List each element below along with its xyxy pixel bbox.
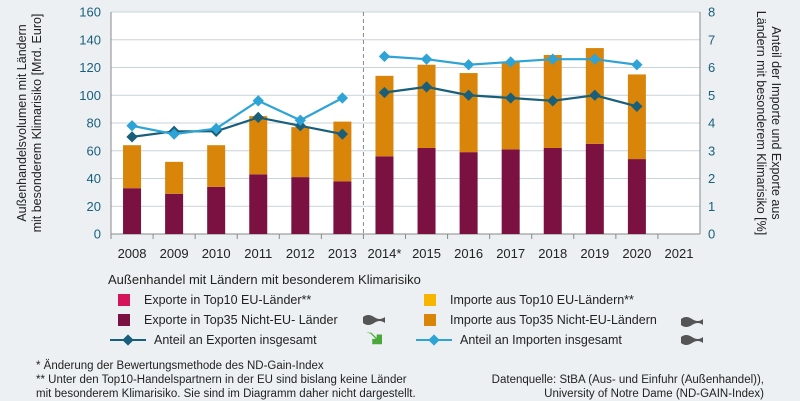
bar-exports-2018	[543, 147, 562, 234]
trend-arrow-down-right-icon	[366, 332, 382, 345]
y-axis-left-label-line1: Außenhandelsvolumen mit Ländern	[15, 24, 29, 222]
bar-exports-2012	[291, 177, 310, 234]
bar-exports-2010	[207, 186, 226, 234]
legend-swatch-imports-eu	[424, 294, 436, 306]
point-import-share-2019	[589, 53, 601, 65]
y-right-tick-label: 1	[708, 199, 715, 214]
legend-swatch-exports-noneu	[118, 314, 130, 326]
x-tick-label: 2010	[202, 246, 231, 261]
legend-item-imports-eu: Importe aus Top10 EU-Ländern**	[424, 292, 634, 308]
y-right-tick-label: 8	[708, 5, 715, 20]
legend-item-export-share: Anteil an Exporten insgesamt	[110, 332, 317, 348]
legend-swatch-exports-eu	[118, 294, 130, 306]
y-right-tick-label: 7	[708, 32, 715, 47]
bar-exports-2014*	[375, 156, 394, 234]
legend-label-imports-noneu: Importe aus Top35 Nicht-EU-Ländern	[450, 313, 657, 327]
x-tick-label: 2009	[160, 246, 189, 261]
y-left-tick-label: 60	[87, 143, 101, 158]
legend-title: Außenhandel mit Ländern mit besonderem K…	[108, 272, 421, 287]
trend-neutral-icon	[681, 317, 703, 327]
point-import-share-2014*	[378, 50, 391, 63]
x-tick-label: 2012	[286, 246, 315, 261]
y-left-tick-label: 20	[87, 199, 101, 214]
y-axis-right-label-line1: Anteil der Importe und Exporte aus	[769, 26, 783, 220]
y-axis-left-label: Außenhandelsvolumen mit Ländern mit beso…	[6, 8, 54, 238]
legend-label-imports-eu: Importe aus Top10 EU-Ländern**	[450, 293, 634, 307]
bar-imports-2016	[459, 73, 478, 153]
y-axis-right-label-line2: Ländern mit besonderem Klimarisiko [%]	[754, 10, 768, 236]
bar-imports-2011	[249, 116, 268, 175]
x-tick-label: 2014*	[367, 246, 401, 261]
x-tick-label: 2011	[244, 246, 272, 261]
y-right-tick-label: 4	[708, 116, 715, 131]
x-tick-label: 2016	[454, 246, 483, 261]
x-tick-label: 2008	[118, 246, 147, 261]
x-tick-label: 2021	[665, 246, 694, 261]
source-line-1: Datenquelle: StBA (Aus- und Einfuhr (Auß…	[491, 374, 764, 386]
point-import-share-2018	[547, 53, 559, 65]
legend-item-import-share: Anteil an Importen insgesamt	[416, 332, 622, 348]
trend-neutral-icon	[681, 335, 703, 345]
legend-item-imports-noneu: Importe aus Top35 Nicht-EU-Ländern	[424, 312, 657, 328]
y-axis-left-label-line2: mit besonderem Klimarisiko [Mrd. Euro]	[30, 13, 44, 233]
bar-imports-2017	[501, 61, 520, 150]
footnote-2: ** Unter den Top10-Handelspartnern in de…	[36, 374, 407, 386]
y-left-tick-label: 140	[79, 32, 101, 47]
point-import-share-2009	[168, 128, 180, 140]
legend-item-exports-noneu: Exporte in Top35 Nicht-EU- Länder	[118, 312, 338, 328]
bar-exports-2017	[501, 149, 520, 234]
footnote-1: * Änderung der Bewertungsmethode des ND-…	[36, 360, 324, 372]
y-right-tick-label: 2	[708, 171, 715, 186]
footnote-3: mit besonderem Klimarisiko. Sie sind im …	[36, 388, 416, 400]
bar-exports-2015	[417, 147, 436, 234]
bar-imports-2008	[123, 145, 142, 189]
x-tick-label: 2018	[538, 246, 567, 261]
y-right-tick-label: 5	[708, 88, 715, 103]
bar-exports-2020	[627, 159, 646, 234]
y-right-tick-label: 0	[708, 227, 715, 242]
legend-line-import-share	[416, 333, 452, 347]
x-tick-label: 2019	[580, 246, 609, 261]
point-export-share-2008	[126, 131, 138, 143]
x-tick-label: 2020	[622, 246, 651, 261]
x-tick-label: 2015	[412, 246, 441, 261]
legend-label-export-share: Anteil an Exporten insgesamt	[154, 333, 317, 347]
bar-imports-2010	[207, 145, 226, 187]
bar-exports-2008	[123, 188, 142, 234]
legend-line-export-share	[110, 333, 146, 347]
bar-exports-2019	[585, 143, 604, 234]
legend-swatch-imports-noneu	[424, 314, 436, 326]
line-import-share	[131, 97, 343, 136]
bar-imports-2014*	[375, 75, 394, 157]
y-right-tick-label: 3	[708, 143, 715, 158]
bar-imports-2009	[165, 161, 184, 194]
bar-imports-2013	[333, 121, 352, 182]
bar-imports-2012	[291, 127, 310, 178]
y-left-tick-label: 120	[79, 60, 101, 75]
legend-item-exports-eu: Exporte in Top10 EU-Länder**	[118, 292, 311, 308]
chart: 0 20 40 60 80 100 120 140 160 0 1 2 3 4 5 6 7 8 2008 2009 20…	[79, 5, 715, 262]
y-right-tick-label: 6	[708, 60, 715, 75]
y-left-tick-label: 0	[94, 227, 101, 242]
trend-neutral-icon	[363, 315, 385, 325]
y-left-tick-label: 80	[87, 116, 101, 131]
legend-label-import-share: Anteil an Importen insgesamt	[460, 333, 622, 347]
y-axis-right-label: Anteil der Importe und Exporte aus Lände…	[742, 8, 794, 238]
y-left-tick-label: 160	[79, 5, 101, 20]
x-tick-label: 2017	[496, 246, 525, 261]
point-export-share-2013	[336, 128, 349, 140]
legend-label-exports-noneu: Exporte in Top35 Nicht-EU- Länder	[144, 313, 338, 327]
bar-exports-2009	[165, 193, 184, 234]
bar-exports-2016	[459, 152, 478, 234]
legend-label-exports-eu: Exporte in Top10 EU-Länder**	[144, 293, 312, 307]
bar-imports-2020	[627, 74, 646, 160]
x-tick-label: 2013	[328, 246, 357, 261]
y-left-tick-label: 100	[79, 88, 101, 103]
bar-exports-2013	[333, 181, 352, 234]
y-left-tick-label: 40	[87, 171, 101, 186]
point-import-share-2015	[420, 53, 433, 65]
source-line-2: University of Notre Dame (ND-GAIN-Index)	[544, 388, 764, 400]
bar-exports-2011	[249, 174, 268, 234]
bar-imports-2015	[417, 64, 436, 148]
